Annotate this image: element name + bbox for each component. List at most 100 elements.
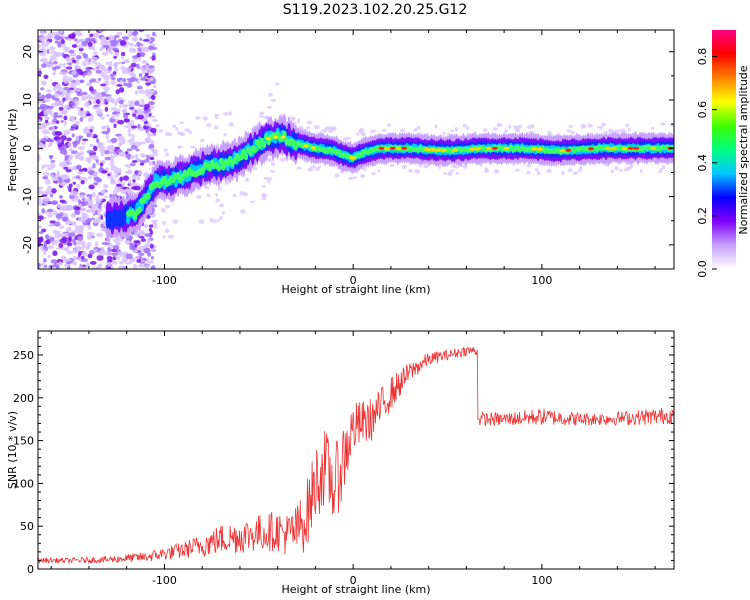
noise-speckle bbox=[83, 111, 87, 115]
noise-speckle bbox=[144, 72, 149, 77]
noise-speckle bbox=[111, 39, 119, 45]
noise-speckle bbox=[40, 87, 45, 91]
noise-speckle bbox=[77, 171, 83, 175]
spectral-blob bbox=[200, 166, 206, 174]
noise-speckle bbox=[92, 163, 96, 169]
noise-speckle bbox=[128, 122, 132, 127]
noise-speckle bbox=[109, 159, 115, 165]
spectral-peak bbox=[503, 146, 510, 150]
noise-speckle bbox=[578, 166, 583, 171]
noise-speckle bbox=[94, 91, 101, 96]
noise-speckle bbox=[450, 129, 455, 133]
noise-speckle bbox=[68, 33, 76, 39]
noise-speckle bbox=[526, 170, 531, 175]
noise-speckle bbox=[148, 143, 155, 149]
noise-speckle bbox=[239, 191, 245, 196]
spectral-peak bbox=[401, 146, 408, 150]
noise-speckle bbox=[343, 137, 348, 142]
noise-speckle bbox=[386, 123, 391, 127]
noise-speckle bbox=[290, 116, 296, 120]
noise-speckle bbox=[69, 117, 76, 122]
noise-speckle bbox=[458, 164, 465, 168]
noise-speckle bbox=[150, 265, 156, 269]
noise-speckle bbox=[78, 225, 85, 230]
spectral-blob bbox=[218, 157, 224, 165]
noise-speckle bbox=[114, 100, 118, 107]
noise-speckle bbox=[62, 97, 66, 102]
spectral-peak bbox=[650, 146, 657, 150]
noise-speckle bbox=[143, 172, 149, 178]
noise-speckle bbox=[106, 255, 113, 261]
noise-speckle bbox=[306, 126, 311, 130]
noise-speckle bbox=[154, 123, 160, 128]
noise-speckle bbox=[90, 113, 94, 120]
noise-speckle bbox=[69, 82, 75, 88]
noise-speckle bbox=[120, 40, 127, 46]
noise-speckle bbox=[43, 74, 49, 80]
noise-speckle bbox=[88, 86, 94, 92]
noise-speckle bbox=[51, 125, 55, 131]
noise-speckle bbox=[268, 92, 273, 97]
noise-speckle bbox=[389, 164, 395, 167]
noise-speckle bbox=[51, 200, 58, 205]
noise-speckle bbox=[45, 239, 51, 245]
noise-speckle bbox=[42, 176, 49, 180]
noise-speckle bbox=[105, 113, 110, 117]
noise-speckle bbox=[71, 198, 77, 202]
noise-speckle bbox=[66, 250, 71, 254]
noise-speckle bbox=[198, 219, 205, 224]
noise-speckle bbox=[89, 154, 94, 159]
noise-speckle bbox=[43, 197, 51, 202]
noise-speckle bbox=[81, 243, 87, 248]
noise-speckle bbox=[49, 193, 54, 198]
noise-speckle bbox=[118, 87, 125, 93]
noise-speckle bbox=[356, 132, 360, 136]
noise-speckle bbox=[76, 183, 81, 190]
noise-speckle bbox=[117, 251, 124, 256]
spectral-blob bbox=[252, 146, 258, 154]
noise-speckle bbox=[130, 76, 136, 81]
noise-speckle bbox=[153, 224, 158, 229]
noise-speckle bbox=[99, 166, 103, 171]
spectrogram-x-ticks: -100 0 100 bbox=[50, 30, 656, 287]
noise-speckle bbox=[214, 115, 219, 120]
noise-speckle bbox=[86, 72, 93, 76]
noise-speckle bbox=[115, 113, 119, 118]
noise-speckle bbox=[128, 30, 132, 35]
noise-speckle bbox=[52, 176, 58, 182]
noise-speckle bbox=[86, 112, 92, 117]
noise-speckle bbox=[42, 143, 47, 149]
noise-speckle bbox=[101, 189, 106, 194]
noise-speckle bbox=[49, 155, 53, 160]
spectral-peak bbox=[265, 137, 271, 141]
noise-speckle bbox=[127, 100, 135, 104]
noise-speckle bbox=[497, 123, 503, 127]
y-tick-label: 150 bbox=[13, 435, 34, 448]
noise-speckle bbox=[321, 129, 328, 133]
noise-speckle bbox=[62, 160, 68, 165]
noise-speckle bbox=[95, 98, 101, 105]
noise-speckle bbox=[223, 112, 229, 116]
noise-speckle bbox=[96, 137, 100, 144]
noise-speckle bbox=[82, 138, 89, 142]
noise-speckle bbox=[165, 152, 170, 157]
noise-speckle bbox=[53, 112, 59, 116]
noise-speckle bbox=[63, 115, 68, 121]
noise-speckle bbox=[126, 82, 133, 88]
noise-speckle bbox=[67, 38, 73, 41]
noise-speckle bbox=[77, 240, 82, 246]
noise-speckle bbox=[100, 116, 105, 120]
noise-speckle bbox=[63, 62, 67, 69]
noise-speckle bbox=[68, 49, 75, 54]
noise-speckle bbox=[86, 209, 91, 213]
x-tick-label: 100 bbox=[531, 574, 552, 587]
noise-speckle bbox=[124, 44, 128, 49]
noise-speckle bbox=[209, 217, 214, 222]
noise-speckle bbox=[56, 170, 60, 176]
noise-speckle bbox=[41, 262, 45, 267]
noise-speckle bbox=[140, 238, 146, 242]
noise-speckle bbox=[44, 104, 48, 110]
spectrogram-frame bbox=[37, 29, 675, 270]
noise-speckle bbox=[147, 132, 151, 138]
